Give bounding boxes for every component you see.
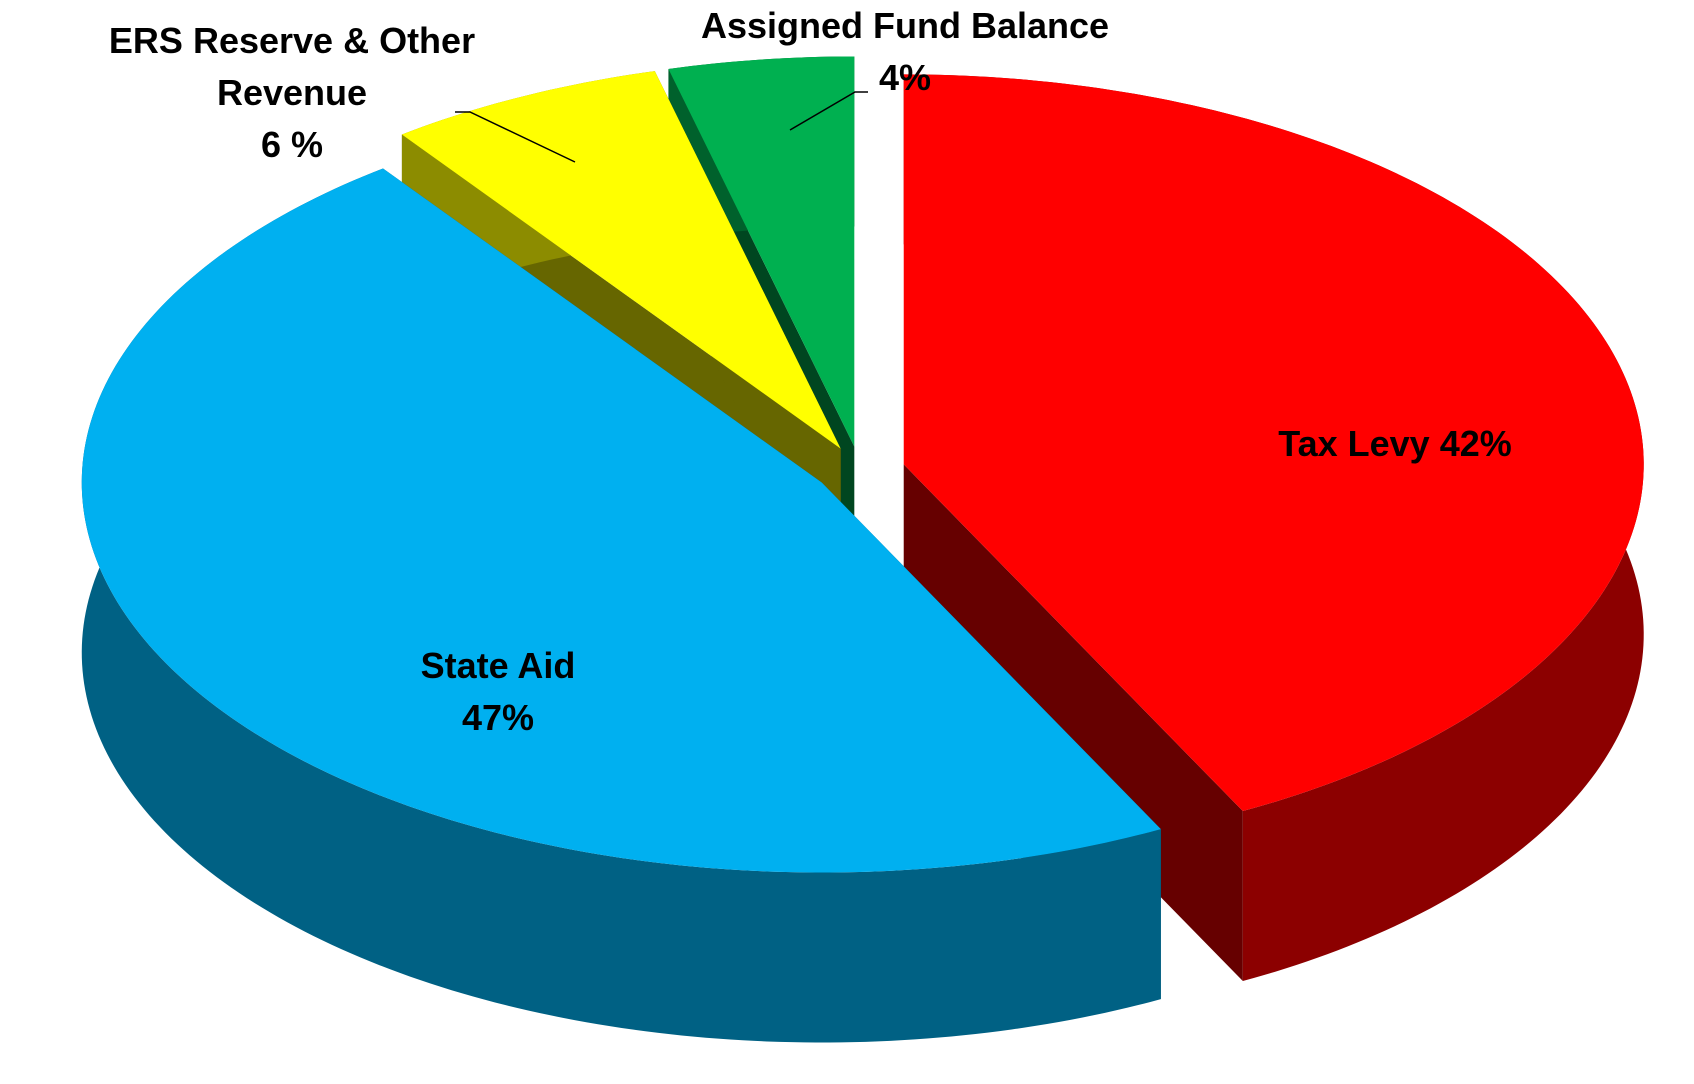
category-name: State Aid <box>420 645 576 686</box>
category-name: Assigned Fund Balance <box>700 5 1110 46</box>
slice-top <box>81 168 1161 873</box>
category-name: Tax Levy <box>1278 423 1430 464</box>
slice-top <box>903 74 1644 812</box>
category-name: ERS Reserve & Other Revenue <box>108 20 476 113</box>
data-label: ERS Reserve & Other Revenue 6 % <box>92 15 492 171</box>
slice-wall <box>81 168 1161 1043</box>
data-label: State Aid 47% <box>348 640 648 744</box>
slice-top <box>668 56 855 447</box>
data-label: Tax Levy 42% <box>1195 418 1595 470</box>
slice <box>81 168 1161 1043</box>
slice <box>903 74 1644 982</box>
value-label: 6 % <box>260 124 324 165</box>
slice-top <box>401 71 841 449</box>
value-label: 4% <box>878 57 932 98</box>
value-label: 47% <box>461 697 535 738</box>
leader-line <box>455 111 576 163</box>
data-label: Assigned Fund Balance 4% <box>685 0 1125 104</box>
leader-line <box>789 91 868 131</box>
value-label: 42% <box>1439 423 1512 464</box>
